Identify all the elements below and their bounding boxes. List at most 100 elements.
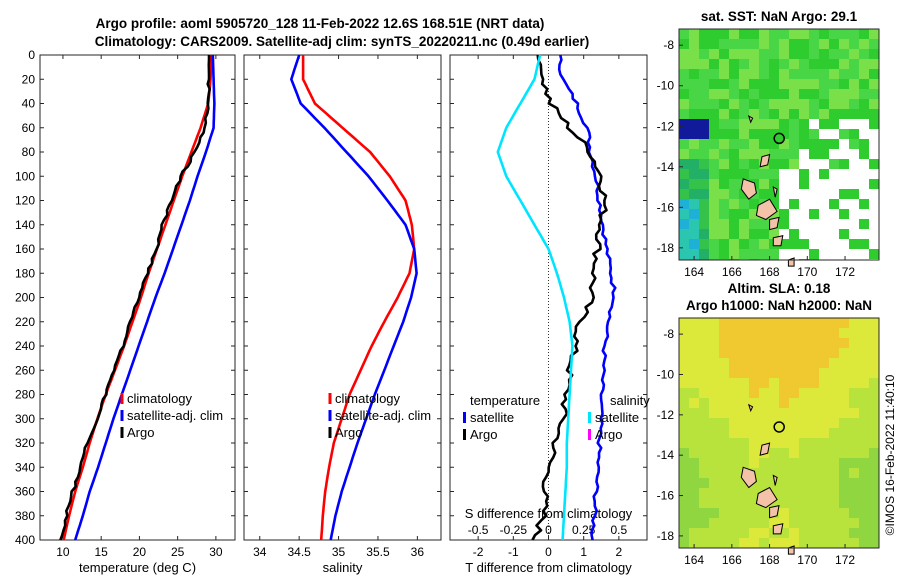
map-cell bbox=[839, 458, 849, 468]
map-cell bbox=[689, 378, 699, 388]
island-coastline bbox=[740, 178, 757, 200]
map-cell bbox=[789, 119, 799, 129]
map-cell bbox=[699, 338, 709, 348]
map-cell bbox=[759, 239, 769, 249]
map-cell bbox=[709, 229, 719, 239]
map-cell bbox=[709, 169, 719, 179]
map-cell bbox=[709, 338, 719, 348]
map-cell bbox=[759, 378, 769, 388]
map-cell bbox=[729, 119, 739, 129]
map-cell bbox=[719, 368, 729, 378]
map-cell bbox=[849, 348, 859, 358]
map-cell bbox=[699, 378, 709, 388]
map-cell bbox=[739, 109, 749, 119]
map-cell bbox=[779, 378, 789, 388]
map-cell bbox=[779, 239, 789, 249]
map-cell bbox=[719, 99, 729, 109]
map-cell bbox=[679, 69, 689, 79]
map-cell bbox=[839, 318, 849, 328]
map-cell bbox=[709, 358, 719, 368]
map-cell bbox=[819, 428, 829, 438]
map-cell bbox=[839, 448, 849, 458]
map-cell bbox=[709, 508, 719, 518]
map-cell bbox=[689, 229, 699, 239]
temperature-panel: 0 20 40 60 80 100 120 140 160 180 200 220 240 260 280 3… bbox=[15, 48, 236, 575]
map-cell bbox=[819, 139, 829, 149]
map-cell bbox=[679, 328, 689, 338]
map-cell bbox=[799, 368, 809, 378]
map-cell bbox=[679, 99, 689, 109]
map-cell bbox=[799, 179, 809, 189]
map-cell bbox=[709, 398, 719, 408]
map-cell bbox=[849, 139, 859, 149]
map-cell bbox=[789, 508, 799, 518]
map-cell bbox=[729, 49, 739, 59]
map-cell bbox=[679, 478, 689, 488]
map-cell bbox=[749, 109, 759, 119]
map-cell bbox=[729, 139, 739, 149]
island-coastline bbox=[759, 153, 771, 168]
map-cell bbox=[769, 458, 779, 468]
map-cell bbox=[859, 448, 869, 458]
map-cell bbox=[699, 368, 709, 378]
map-cell bbox=[719, 528, 729, 538]
map-cell bbox=[709, 159, 719, 169]
map-cell bbox=[769, 39, 779, 49]
y-tick-label: 260 bbox=[15, 363, 35, 377]
x-tick-label: 1 bbox=[580, 545, 587, 559]
map-cell bbox=[869, 109, 879, 119]
map-cell bbox=[829, 29, 839, 39]
map-cell bbox=[739, 59, 749, 69]
y-tick-label: 320 bbox=[15, 436, 35, 450]
difference-series-temperature-satellite bbox=[557, 54, 617, 541]
map-cell bbox=[749, 498, 759, 508]
map-cell bbox=[869, 488, 879, 498]
map-cell bbox=[779, 59, 789, 69]
map-cell bbox=[819, 508, 829, 518]
lon-tick-label: 166 bbox=[722, 553, 742, 567]
map-cell bbox=[809, 49, 819, 59]
map-cell bbox=[729, 518, 739, 528]
map-cell bbox=[689, 478, 699, 488]
map-cell bbox=[789, 318, 799, 328]
map-cell bbox=[829, 488, 839, 498]
legend-swatch bbox=[463, 412, 466, 423]
map-cell bbox=[799, 49, 809, 59]
map-cell bbox=[729, 159, 739, 169]
sla-map-title: Argo h1000: NaN h2000: NaN bbox=[686, 298, 872, 313]
map-cell bbox=[719, 318, 729, 328]
map-cell bbox=[849, 528, 859, 538]
map-cell bbox=[759, 109, 769, 119]
map-cell bbox=[849, 518, 859, 528]
map-cell bbox=[829, 328, 839, 338]
map-cell bbox=[849, 378, 859, 388]
map-cell bbox=[719, 388, 729, 398]
map-cell bbox=[709, 488, 719, 498]
map-cell bbox=[869, 428, 879, 438]
map-cell bbox=[749, 368, 759, 378]
map-cell bbox=[799, 139, 809, 149]
map-cell bbox=[759, 368, 769, 378]
map-cell bbox=[689, 69, 699, 79]
map-cell bbox=[779, 129, 789, 139]
map-cell bbox=[739, 538, 749, 548]
map-cell bbox=[769, 338, 779, 348]
map-cell bbox=[789, 159, 799, 169]
sla-map-panel: 164 166 168 170 172 -8 -10 -12 -14 -16 -18 Altim. S… bbox=[657, 281, 880, 567]
map-cell bbox=[729, 448, 739, 458]
map-cell bbox=[689, 39, 699, 49]
map-cell bbox=[769, 418, 779, 428]
map-cell bbox=[689, 508, 699, 518]
map-cell bbox=[739, 129, 749, 139]
map-cell bbox=[829, 438, 839, 448]
map-cell bbox=[679, 119, 689, 129]
map-cell bbox=[769, 348, 779, 358]
map-cell bbox=[679, 179, 689, 189]
legend-label: climatology bbox=[335, 391, 401, 406]
map-cell bbox=[719, 179, 729, 189]
map-cell bbox=[859, 468, 869, 478]
map-cell bbox=[759, 478, 769, 488]
map-cell bbox=[859, 488, 869, 498]
map-cell bbox=[829, 338, 839, 348]
map-cell bbox=[779, 398, 789, 408]
